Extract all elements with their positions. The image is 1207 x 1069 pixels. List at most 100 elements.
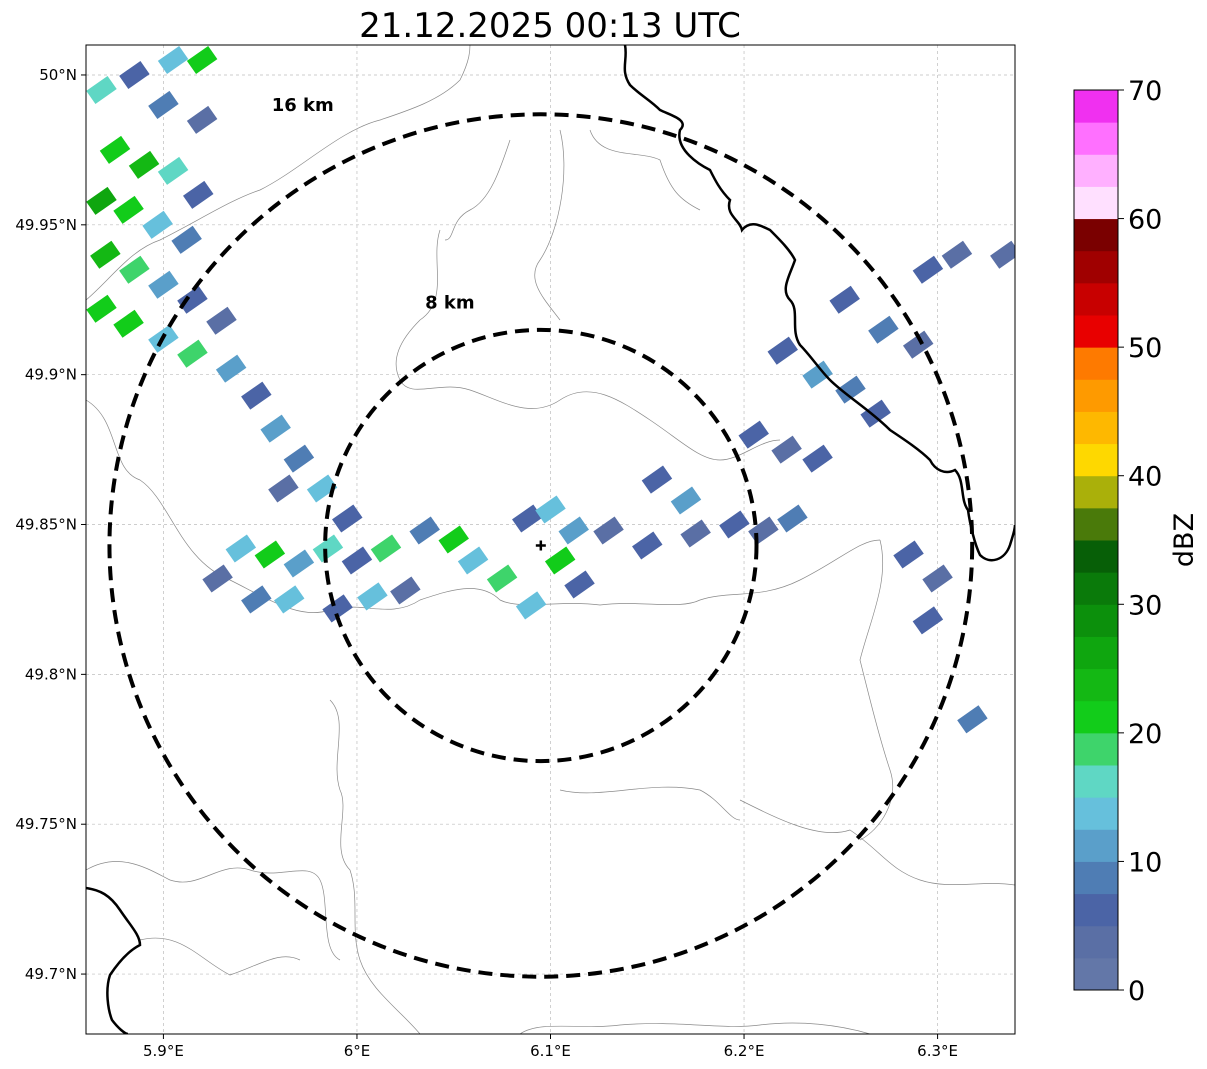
colorbar-segment-3 <box>1074 861 1118 895</box>
echo-cell-40 <box>390 576 421 605</box>
echo-cell-14 <box>90 240 121 269</box>
echo-cell-70 <box>912 255 944 284</box>
echo-cell-41 <box>322 594 353 623</box>
reflectivity-echoes <box>86 45 1015 734</box>
colorbar-segment-16 <box>1074 443 1118 477</box>
river-east-3 <box>559 786 741 821</box>
colorbar-segment-1 <box>1074 925 1118 959</box>
echo-cell-21 <box>177 339 208 368</box>
echo-cell-7 <box>128 150 160 179</box>
echo-cell-66 <box>860 399 891 428</box>
echo-cell-54 <box>641 465 673 494</box>
colorbar-segment-12 <box>1074 572 1118 605</box>
echo-cell-49 <box>558 516 589 545</box>
border-southwest <box>86 886 142 1034</box>
echo-cell-42 <box>409 516 440 545</box>
colorbar-segment-9 <box>1074 668 1118 702</box>
echo-cell-67 <box>829 285 860 314</box>
echo-cell-35 <box>273 585 305 614</box>
colorbar-segment-5 <box>1074 797 1118 830</box>
y-tick-label: 49.9°N <box>25 366 77 384</box>
colorbar-tick-label: 0 <box>1128 976 1145 1007</box>
river-branch-3 <box>534 129 565 321</box>
echo-cell-6 <box>99 135 131 164</box>
echo-cell-9 <box>183 180 214 209</box>
echo-cell-36 <box>312 534 344 563</box>
river-sure <box>86 45 471 301</box>
y-tick-label: 50°N <box>39 66 77 84</box>
colorbar-tick-label: 50 <box>1128 333 1162 364</box>
echo-cell-8 <box>157 156 189 185</box>
echo-cell-24 <box>241 381 272 410</box>
colorbar-segment-8 <box>1074 700 1118 734</box>
river-south-3 <box>139 937 301 976</box>
echo-cell-10 <box>86 186 117 215</box>
echo-cell-32 <box>283 549 315 578</box>
range-ring-label: 8 km <box>425 293 475 314</box>
echo-cell-69 <box>902 330 934 359</box>
echo-cell-65 <box>835 375 866 404</box>
echo-cell-44 <box>457 546 489 575</box>
river-lines <box>86 45 1015 1034</box>
echo-cell-33 <box>202 564 233 593</box>
echo-cell-26 <box>283 444 315 473</box>
x-tick-label: 6.1°E <box>530 1042 571 1060</box>
map-panel[interactable]: 8 km 16 km <box>85 44 1021 1035</box>
colorbar: 0 10 20 30 40 50 60 70 dBZ <box>1073 76 1200 1007</box>
colorbar-segment-10 <box>1074 636 1118 670</box>
echo-cell-25 <box>260 414 291 443</box>
echo-cell-15 <box>119 255 150 284</box>
echo-cell-29 <box>332 504 363 533</box>
echo-cell-31 <box>254 540 286 569</box>
x-tick-label: 6°E <box>344 1042 371 1060</box>
echo-cell-45 <box>486 564 518 593</box>
x-tick-label: 6.2°E <box>724 1042 765 1060</box>
x-tick-label: 5.9°E <box>143 1042 184 1060</box>
colorbar-segment-6 <box>1074 765 1118 798</box>
echo-cell-57 <box>719 510 750 539</box>
river-east-2 <box>859 539 893 841</box>
echo-cell-0 <box>86 75 117 104</box>
colorbar-segment-13 <box>1074 540 1118 573</box>
river-east-1 <box>739 799 1015 886</box>
echo-cell-4 <box>148 90 179 119</box>
colorbar-segment-17 <box>1074 411 1118 445</box>
colorbar-segment-19 <box>1074 347 1118 380</box>
echo-cell-34 <box>241 585 272 614</box>
colorbar-segment-15 <box>1074 475 1118 509</box>
echo-cell-75 <box>912 606 944 635</box>
colorbar-tick-label: 60 <box>1128 205 1162 236</box>
echo-cell-3 <box>186 45 218 74</box>
colorbar-frame <box>1073 89 1119 991</box>
echo-cell-16 <box>148 270 179 299</box>
map-gridlines <box>86 45 1015 1034</box>
river-south-1 <box>86 861 341 961</box>
colorbar-segment-18 <box>1074 379 1118 412</box>
colorbar-segment-22 <box>1074 250 1118 284</box>
colorbar-segment-7 <box>1074 732 1118 766</box>
colorbar-tick-label: 40 <box>1128 462 1162 493</box>
colorbar-segment-2 <box>1074 893 1118 927</box>
colorbar-label: dBZ <box>1169 513 1200 567</box>
echo-cell-37 <box>341 546 373 575</box>
echo-cell-60 <box>738 420 769 449</box>
y-tick-label: 49.85°N <box>15 516 77 534</box>
colorbar-segment-21 <box>1074 282 1118 316</box>
colorbar-segment-0 <box>1074 957 1118 991</box>
echo-cell-13 <box>171 225 202 254</box>
echo-cell-55 <box>670 486 702 515</box>
echo-cell-28 <box>306 474 338 503</box>
echo-cell-43 <box>438 525 469 554</box>
river-alzette <box>86 399 881 614</box>
echo-cell-62 <box>802 444 833 473</box>
echo-cell-11 <box>113 195 144 224</box>
figure-title: 21.12.2025 00:13 UTC <box>359 6 741 46</box>
echo-cell-18 <box>86 294 117 323</box>
echo-cell-17 <box>177 285 208 314</box>
river-se <box>519 1022 871 1034</box>
colorbar-segment-23 <box>1074 218 1118 252</box>
echo-cell-23 <box>215 354 247 383</box>
x-axis-ticks: 5.9°E 6°E 6.1°E 6.2°E 6.3°E <box>143 1034 958 1060</box>
colorbar-tick-label: 70 <box>1128 76 1162 107</box>
